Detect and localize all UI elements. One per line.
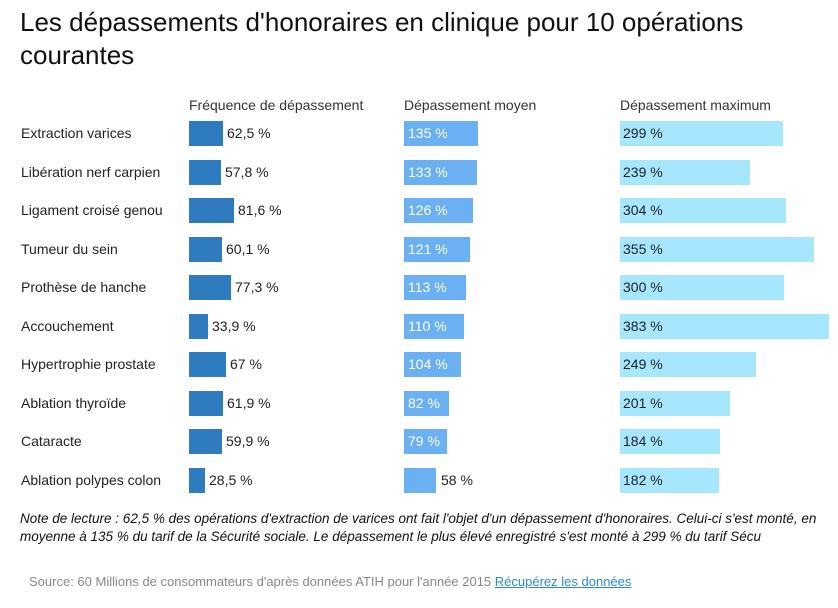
bar-max xyxy=(620,467,719,493)
value-label-freq: 61,9 % xyxy=(227,394,271,411)
value-label-max: 184 % xyxy=(623,433,663,449)
chart-title: Les dépassements d'honoraires en cliniqu… xyxy=(20,7,744,70)
value-label-avg: 58 % xyxy=(441,471,473,488)
value-label-max: 182 % xyxy=(623,471,663,488)
bar-avg xyxy=(404,159,477,185)
value-label-max: 383 % xyxy=(623,317,663,334)
value-label-max: 355 % xyxy=(623,240,663,257)
row-label: Libération nerf carpien xyxy=(21,163,161,180)
bar-max xyxy=(620,313,829,339)
bar-avg xyxy=(404,121,478,146)
bar-max xyxy=(620,159,750,185)
bar-freq xyxy=(189,467,205,493)
row-label: Accouchement xyxy=(21,317,114,334)
bar-max xyxy=(620,236,814,262)
bar-freq xyxy=(189,352,226,377)
table-row: Libération nerf carpien 57,8 % 133 % 239 % xyxy=(0,154,838,193)
bar-freq xyxy=(189,236,222,262)
download-data-link[interactable]: Récupérez les données xyxy=(494,574,632,589)
bar-avg xyxy=(404,313,464,339)
value-label-avg: 121 % xyxy=(408,240,448,257)
value-label-freq: 81,6 % xyxy=(238,202,282,218)
table-row: Accouchement 33,9 % 110 % 383 % xyxy=(0,308,838,347)
column-header-maximum: Dépassement maximum xyxy=(620,97,771,113)
row-label: Prothèse de hanche xyxy=(21,279,147,295)
value-label-freq: 33,9 % xyxy=(212,317,256,334)
bar-avg xyxy=(404,429,447,454)
value-label-avg: 110 % xyxy=(408,317,447,334)
table-row: Ligament croisé genou 81,6 % 126 % 304 % xyxy=(0,192,838,231)
bar-freq xyxy=(189,275,231,300)
bar-freq xyxy=(189,159,221,185)
bar-freq xyxy=(189,390,223,416)
table-row: Cataracte 59,9 % 79 % 184 % xyxy=(0,423,838,462)
value-label-freq: 28,5 % xyxy=(209,471,253,488)
bar-freq xyxy=(189,429,222,454)
bar-freq xyxy=(189,313,208,339)
table-row: Prothèse de hanche 77,3 % 113 % 300 % xyxy=(0,269,838,308)
value-label-max: 299 % xyxy=(623,125,663,141)
value-label-max: 249 % xyxy=(623,356,663,372)
table-row: Ablation polypes colon 28,5 % 58 % 182 % xyxy=(0,462,838,501)
row-label: Hypertrophie prostate xyxy=(21,356,156,372)
source-line: Source: 60 Millions de consommateurs d'a… xyxy=(29,574,631,589)
value-label-max: 304 % xyxy=(623,202,663,218)
value-label-max: 239 % xyxy=(623,163,663,180)
row-label: Ablation polypes colon xyxy=(21,471,162,488)
value-label-freq: 60,1 % xyxy=(226,240,270,257)
bar-max xyxy=(620,390,730,416)
value-label-freq: 57,8 % xyxy=(225,163,269,180)
bar-max xyxy=(620,198,786,223)
bar-avg xyxy=(404,275,466,300)
source-text: Source: 60 Millions de consommateurs d'a… xyxy=(29,574,492,589)
value-label-avg: 113 % xyxy=(408,279,447,295)
value-label-avg: 79 % xyxy=(408,433,440,449)
row-label: Ablation thyroïde xyxy=(21,394,127,411)
table-row: Hypertrophie prostate 67 % 104 % 249 % xyxy=(0,346,838,385)
value-label-freq: 67 % xyxy=(230,356,262,372)
bar-avg xyxy=(404,467,436,493)
row-label: Cataracte xyxy=(21,433,82,449)
bar-avg xyxy=(404,198,473,223)
row-label: Ligament croisé genou xyxy=(21,202,163,218)
column-header-frequency: Fréquence de dépassement xyxy=(189,97,364,113)
row-label: Extraction varices xyxy=(21,125,132,141)
value-label-avg: 126 % xyxy=(408,202,448,218)
bar-freq xyxy=(189,121,223,146)
bar-max xyxy=(620,121,783,146)
table-row: Tumeur du sein 60,1 % 121 % 355 % xyxy=(0,231,838,270)
bar-avg xyxy=(404,352,461,377)
value-label-avg: 82 % xyxy=(408,394,440,411)
bar-max xyxy=(620,275,784,300)
bar-max xyxy=(620,352,756,377)
table-row: Ablation thyroïde 61,9 % 82 % 201 % xyxy=(0,385,838,424)
row-label: Tumeur du sein xyxy=(21,240,118,257)
value-label-freq: 62,5 % xyxy=(227,125,271,141)
value-label-avg: 104 % xyxy=(408,356,448,372)
value-label-freq: 77,3 % xyxy=(235,279,279,295)
reading-note: Note de lecture : 62,5 % des opérations … xyxy=(20,511,817,544)
bar-avg xyxy=(404,390,449,416)
value-label-max: 300 % xyxy=(623,279,663,295)
table-row: Extraction varices 62,5 % 135 % 299 % xyxy=(0,115,838,154)
value-label-avg: 135 % xyxy=(408,125,448,141)
value-label-freq: 59,9 % xyxy=(226,433,270,449)
bar-avg xyxy=(404,236,470,262)
column-header-average: Dépassement moyen xyxy=(404,97,537,113)
value-label-avg: 133 % xyxy=(408,163,448,180)
bar-max xyxy=(620,429,720,454)
value-label-max: 201 % xyxy=(623,394,663,411)
bar-freq xyxy=(189,198,234,223)
